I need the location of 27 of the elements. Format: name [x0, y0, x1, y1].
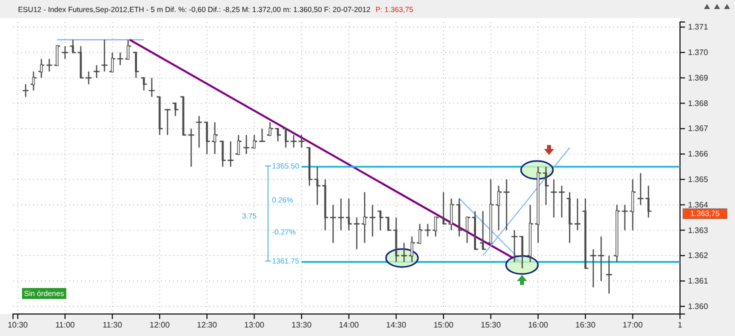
- y-tick-label: 1.361: [688, 276, 709, 286]
- y-tick-label: 1.367: [688, 124, 709, 134]
- y-tick-label: 1.369: [688, 73, 709, 82]
- x-tick-label: 16:00: [528, 320, 549, 330]
- y-tick-label: 1.370: [688, 48, 709, 58]
- x-tick-label: 15:00: [433, 320, 454, 330]
- y-tick-label: 1.365: [688, 174, 709, 184]
- x-tick-label: 14:00: [338, 320, 360, 330]
- y-tick-label: 1.371: [688, 22, 709, 32]
- y-tick-label: 1.362: [688, 251, 709, 260]
- x-tick-label: 11:30: [102, 320, 123, 330]
- y-tick-label: 1.364: [688, 200, 709, 210]
- x-tick-label: 15:30: [480, 320, 502, 330]
- y-tick-label: 1.363: [688, 226, 709, 235]
- y-tick-label: 1.360: [688, 302, 709, 311]
- y-tick-label: 1.368: [688, 98, 709, 108]
- x-tick-label: 10:30: [8, 320, 28, 330]
- x-tick-label: 11:00: [55, 320, 76, 330]
- y-tick-label: 1.366: [688, 150, 709, 159]
- x-tick-label: 1: [678, 320, 683, 330]
- x-tick-label: 16:30: [575, 320, 596, 330]
- x-tick-label: 17:00: [622, 320, 644, 330]
- x-tick-label: 13:00: [244, 320, 265, 330]
- x-tick-label: 13:30: [292, 320, 312, 330]
- x-tick-label: 14:30: [386, 320, 407, 330]
- x-tick-label: 12:00: [150, 320, 170, 330]
- x-tick-label: 12:30: [196, 320, 218, 330]
